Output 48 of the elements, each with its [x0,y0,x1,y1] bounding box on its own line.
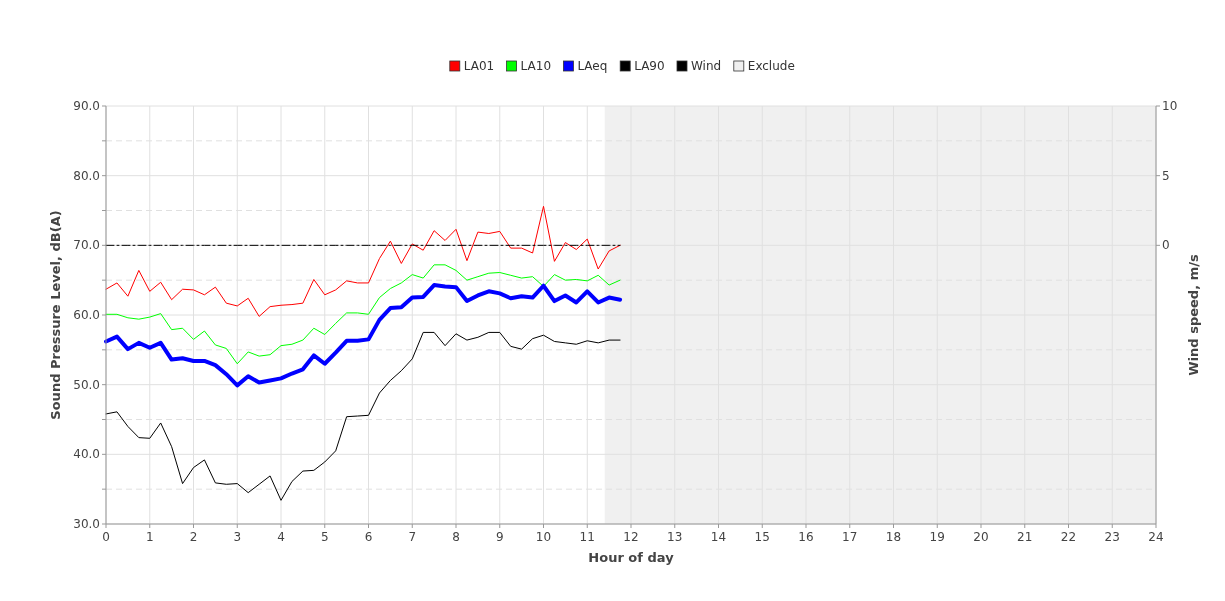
legend-label: LA01 [463,59,495,73]
y-tick-label: 50.0 [73,377,100,392]
line-series [105,331,621,501]
y2-tick-label: 5 [1162,168,1170,183]
x-tick-label: 15 [754,530,770,544]
y-tick-label: 90.0 [73,99,100,113]
x-tick-label: 6 [364,530,373,544]
x-tick-label: 10 [535,530,552,544]
x-tick-label: 14 [710,530,727,544]
legend-label: Wind [691,59,722,73]
x-tick-label: 8 [452,530,460,544]
x-tick-label: 12 [623,530,639,544]
legend-label: LAeq [577,59,608,73]
x-tick-label: 2 [189,530,198,544]
x-tick-label: 17 [842,530,858,544]
x-tick-label: 22 [1060,530,1077,544]
x-tick-label: 24 [1148,530,1164,544]
x-tick-label: 3 [233,530,242,544]
y-tick-label: 40.0 [73,447,100,462]
x-tick-label: 9 [495,530,504,544]
x-tick-label: 5 [320,530,329,544]
x-tick-label: 21 [1017,530,1033,544]
x-tick-label: 23 [1104,530,1120,544]
y2-axis-title: Wind speed, m/s [1186,254,1201,376]
y-tick-label: 60.0 [73,308,100,322]
y-tick-label: 80.0 [73,168,100,183]
y-axis-title: Sound Pressure Level, dB(A) [48,210,63,420]
x-axis-title: Hour of day [588,550,675,565]
legend-label: LA10 [520,59,552,73]
y2-tick-label: 10 [1162,99,1178,113]
x-tick-label: 19 [929,530,945,544]
x-tick-label: 20 [973,530,989,544]
line-series [105,205,621,317]
x-tick-label: 1 [145,530,154,544]
x-tick-label: 16 [798,530,814,544]
x-tick-label: 4 [277,530,285,544]
x-tick-label: 0 [102,530,110,544]
y2-tick-label: 0 [1162,238,1170,253]
x-tick-label: 11 [579,530,595,544]
x-tick-label: 7 [408,530,417,544]
x-tick-label: 13 [667,530,683,544]
y-tick-label: 70.0 [73,238,100,253]
line-series [104,283,623,388]
y-tick-label: 30.0 [73,517,100,531]
x-tick-label: 18 [885,530,902,544]
line-series [105,264,621,365]
legend-label: LA90 [634,59,665,73]
band-label: Exclude [747,59,795,73]
